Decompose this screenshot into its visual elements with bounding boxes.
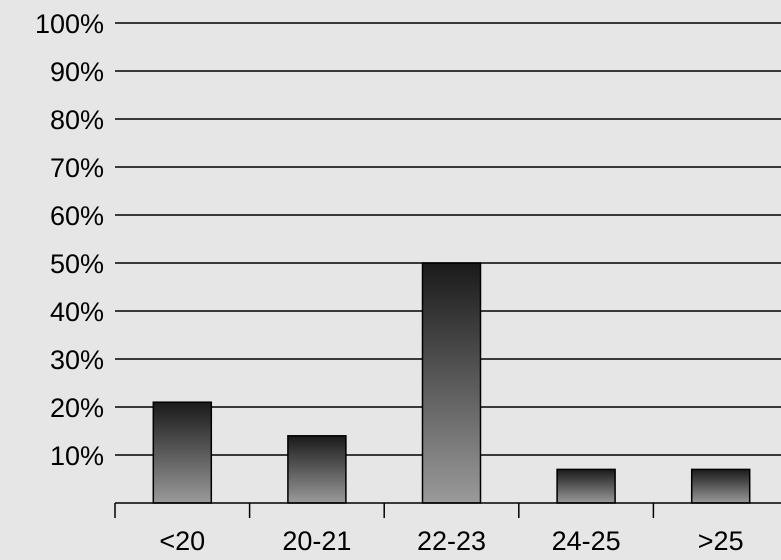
x-tick-label: >25	[698, 526, 744, 556]
bars	[152, 262, 751, 504]
x-tick-label: 24-25	[552, 526, 621, 556]
x-tick-label: <20	[159, 526, 205, 556]
y-tick-label: 80%	[50, 105, 104, 135]
y-tick-label: 70%	[50, 153, 104, 183]
y-tick-label: 60%	[50, 201, 104, 231]
x-axis	[114, 502, 781, 518]
bar-3	[556, 468, 616, 504]
y-tick-label: 90%	[50, 57, 104, 87]
y-tick-label: 100%	[35, 9, 104, 39]
bar-0	[152, 401, 213, 504]
y-tick-label: 40%	[50, 297, 104, 327]
bar-2	[421, 262, 482, 504]
x-tick-label: 20-21	[282, 526, 351, 556]
bar-4	[690, 468, 751, 504]
y-tick-label: 30%	[50, 345, 104, 375]
x-tick-label: 22-23	[417, 526, 486, 556]
bar-1	[287, 435, 347, 504]
y-tick-label: 20%	[50, 393, 104, 423]
y-tick-label: 50%	[50, 249, 104, 279]
y-tick-label: 10%	[50, 441, 104, 471]
tick-labels: 10% 20% 30% 40% 50% 60% 70% 80% 90% 100% <20 20-21 2…	[35, 9, 744, 556]
